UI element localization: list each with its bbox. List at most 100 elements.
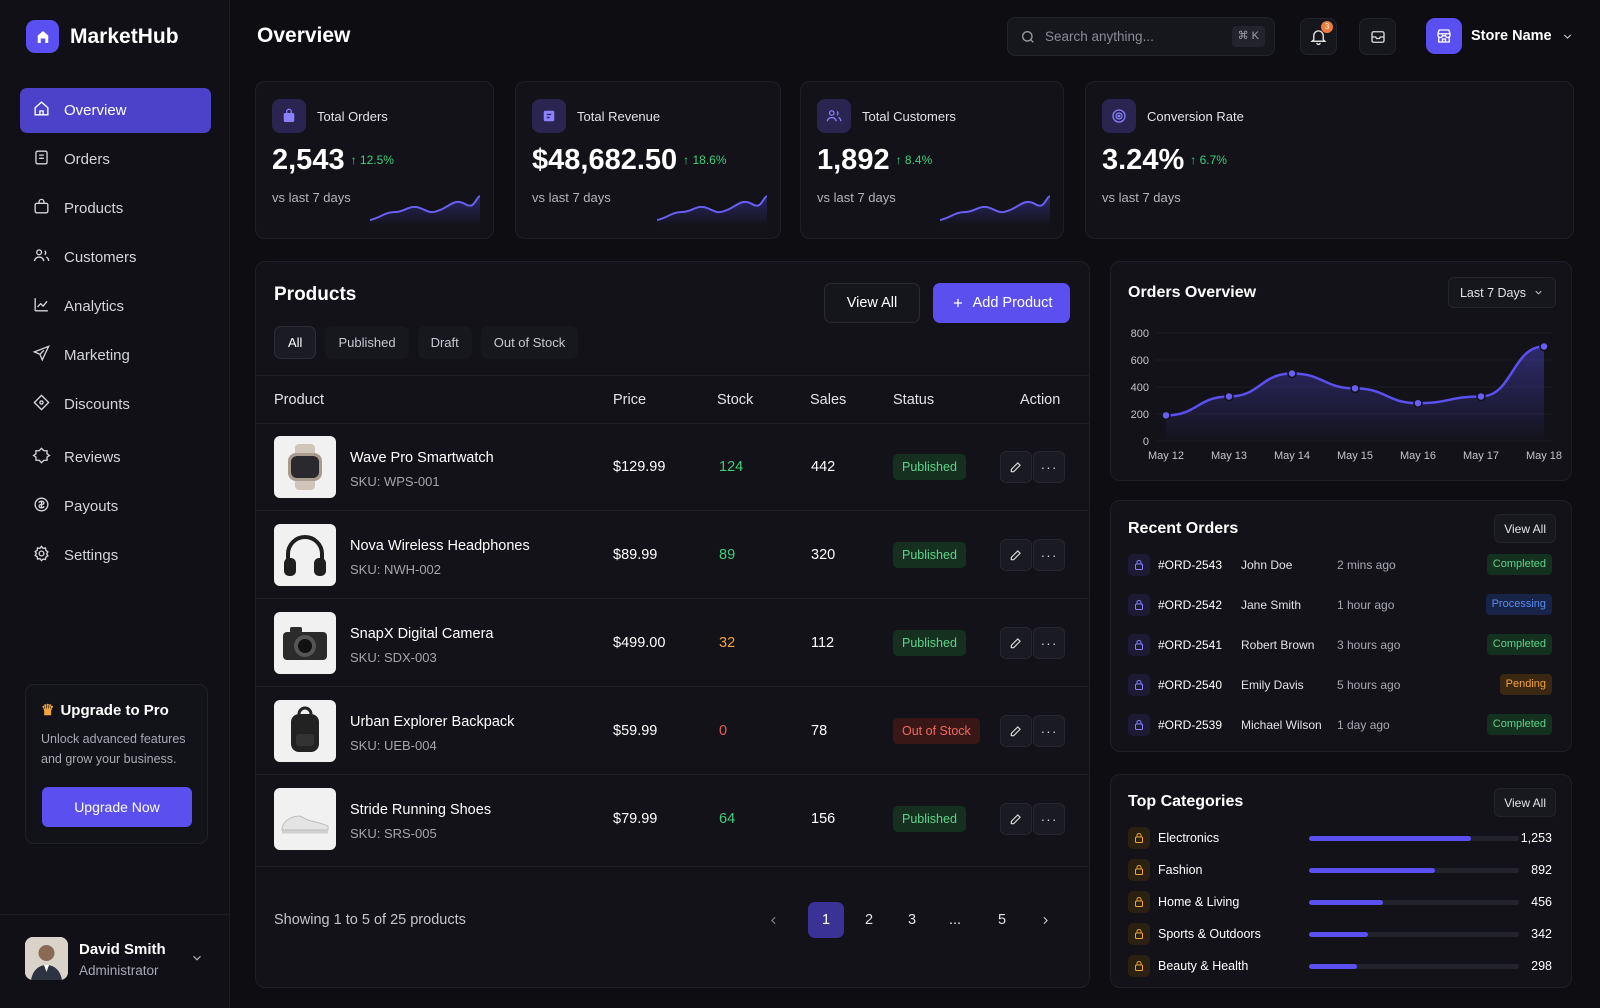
category-row[interactable]: Fashion 892 xyxy=(1128,858,1552,882)
sidebar-item-label: Overview xyxy=(64,102,127,119)
more-options-button[interactable]: ··· xyxy=(1033,451,1065,483)
order-status-badge: Completed xyxy=(1486,714,1552,735)
product-price: $129.99 xyxy=(613,459,666,475)
data-point xyxy=(1287,368,1297,379)
product-price: $59.99 xyxy=(613,723,658,739)
table-row[interactable]: Wave Pro Smartwatch SKU: WPS-001 $129.99… xyxy=(256,423,1089,511)
filter-published[interactable]: Published xyxy=(325,326,409,359)
sidebar-item-customers[interactable]: Customers xyxy=(20,235,211,280)
view-all-categories-button[interactable]: View All xyxy=(1494,788,1556,817)
table-row[interactable]: SnapX Digital Camera SKU: SDX-003 $499.0… xyxy=(256,599,1089,687)
user-role: Administrator xyxy=(79,963,159,978)
order-row[interactable]: #ORD-2542 Jane Smith 1 hour ago Processi… xyxy=(1128,591,1552,621)
edit-button[interactable] xyxy=(1000,715,1032,747)
status-badge: Published xyxy=(893,806,966,832)
column-header-action: Action xyxy=(1020,392,1061,408)
chevron-down-icon xyxy=(1563,33,1571,39)
category-row[interactable]: Beauty & Health 298 xyxy=(1128,954,1552,978)
more-options-button[interactable]: ··· xyxy=(1033,539,1065,571)
stat-card: Total Revenue $48,682.50 ↑ 18.6% vs last … xyxy=(515,81,781,239)
filter-out-of-stock[interactable]: Out of Stock xyxy=(480,326,579,359)
category-name: Sports & Outdoors xyxy=(1158,927,1261,941)
bag-icon xyxy=(1128,554,1150,576)
search-bar[interactable]: ⌘ K xyxy=(1007,17,1275,56)
product-sales: 156 xyxy=(811,811,836,827)
category-value: 456 xyxy=(1531,895,1552,909)
store-switcher[interactable]: Store Name xyxy=(1426,18,1574,54)
status-badge: Published xyxy=(893,630,966,656)
view-all-products-button[interactable]: View All xyxy=(824,283,920,323)
order-row[interactable]: #ORD-2539 Michael Wilson 1 day ago Compl… xyxy=(1128,711,1552,741)
app-logo[interactable]: MarketHub xyxy=(26,20,179,53)
category-bar-fill xyxy=(1309,964,1358,969)
sidebar-item-products[interactable]: Products xyxy=(20,186,211,231)
sidebar-item-overview[interactable]: Overview xyxy=(20,88,211,133)
order-row[interactable]: #ORD-2540 Emily Davis 5 hours ago Pendin… xyxy=(1128,671,1552,701)
stat-comparison: vs last 7 days xyxy=(272,190,351,205)
status-badge: Out of Stock xyxy=(893,718,980,744)
order-row[interactable]: #ORD-2541 Robert Brown 3 hours ago Compl… xyxy=(1128,631,1552,661)
edit-button[interactable] xyxy=(1000,803,1032,835)
edit-button[interactable] xyxy=(1000,451,1032,483)
sidebar-item-reviews[interactable]: Reviews xyxy=(20,435,211,480)
pencil-icon xyxy=(1010,462,1021,473)
order-time: 1 hour ago xyxy=(1337,598,1395,612)
stat-change: ↑ 8.4% xyxy=(895,153,933,167)
add-product-button[interactable]: Add Product xyxy=(933,283,1070,323)
inbox-button[interactable] xyxy=(1359,18,1396,55)
prev-page-button[interactable] xyxy=(755,902,791,938)
range-dropdown[interactable]: Last 7 Days xyxy=(1447,277,1556,308)
stat-card: Conversion Rate 3.24% ↑ 6.7% vs last 7 da… xyxy=(1085,81,1574,239)
column-header-status: Status xyxy=(893,392,935,408)
category-bar-fill xyxy=(1309,900,1383,905)
column-header-price: Price xyxy=(613,392,647,408)
sidebar-item-payouts[interactable]: Payouts xyxy=(20,484,211,529)
user-profile[interactable]: David Smith Administrator xyxy=(0,914,230,1008)
more-icon: ··· xyxy=(1040,459,1058,475)
sparkline xyxy=(940,195,1050,226)
edit-button[interactable] xyxy=(1000,627,1032,659)
filter-all[interactable]: All xyxy=(274,326,317,359)
bag-icon xyxy=(1128,674,1150,696)
sidebar-item-discounts[interactable]: Discounts xyxy=(20,382,211,427)
customers-icon xyxy=(32,246,51,269)
category-bar-fill xyxy=(1309,932,1368,937)
view-all-orders-button[interactable]: View All xyxy=(1494,514,1556,543)
stat-change-value: 8.4% xyxy=(904,153,933,167)
settings-icon xyxy=(32,544,51,567)
table-row[interactable]: Stride Running Shoes SKU: SRS-005 $79.99… xyxy=(256,775,1089,867)
filter-draft[interactable]: Draft xyxy=(417,326,472,359)
order-row[interactable]: #ORD-2543 John Doe 2 mins ago Completed xyxy=(1128,551,1552,581)
sidebar-item-marketing[interactable]: Marketing xyxy=(20,333,211,378)
sidebar-item-analytics[interactable]: Analytics xyxy=(20,284,211,329)
stat-value: 2,543 ↑ 12.5% xyxy=(272,144,394,177)
upgrade-now-button[interactable]: Upgrade Now xyxy=(42,787,192,827)
page-3-button[interactable]: 3 xyxy=(907,912,917,928)
avatar xyxy=(25,937,68,980)
column-header-sales: Sales xyxy=(810,392,847,408)
category-row[interactable]: Sports & Outdoors 342 xyxy=(1128,922,1552,946)
sidebar-item-settings[interactable]: Settings xyxy=(20,533,211,578)
category-row[interactable]: Home & Living 456 xyxy=(1128,890,1552,914)
more-options-button[interactable]: ··· xyxy=(1033,803,1065,835)
notifications-button[interactable]: 3 xyxy=(1300,18,1337,55)
more-options-button[interactable]: ··· xyxy=(1033,627,1065,659)
sidebar-item-orders[interactable]: Orders xyxy=(20,137,211,182)
search-input[interactable] xyxy=(1045,29,1215,44)
sidebar-item-label: Products xyxy=(64,200,124,217)
product-sku: SKU: WPS-001 xyxy=(350,474,440,489)
page-1-button[interactable]: 1 xyxy=(808,902,844,938)
page-2-button[interactable]: 2 xyxy=(864,912,874,928)
edit-button[interactable] xyxy=(1000,539,1032,571)
table-row[interactable]: Nova Wireless Headphones SKU: NWH-002 $8… xyxy=(256,511,1089,599)
stat-value: 3.24% ↑ 6.7% xyxy=(1102,144,1227,177)
table-row[interactable]: Urban Explorer Backpack SKU: UEB-004 $59… xyxy=(256,687,1089,775)
next-page-button[interactable] xyxy=(1027,902,1063,938)
product-price: $79.99 xyxy=(613,811,658,827)
category-row[interactable]: Electronics 1,253 xyxy=(1128,826,1552,850)
product-stock: 89 xyxy=(719,547,736,563)
page-title: Overview xyxy=(257,24,351,47)
more-options-button[interactable]: ··· xyxy=(1033,715,1065,747)
chevron-down-icon[interactable] xyxy=(190,951,204,968)
page-5-button[interactable]: 5 xyxy=(997,912,1007,928)
